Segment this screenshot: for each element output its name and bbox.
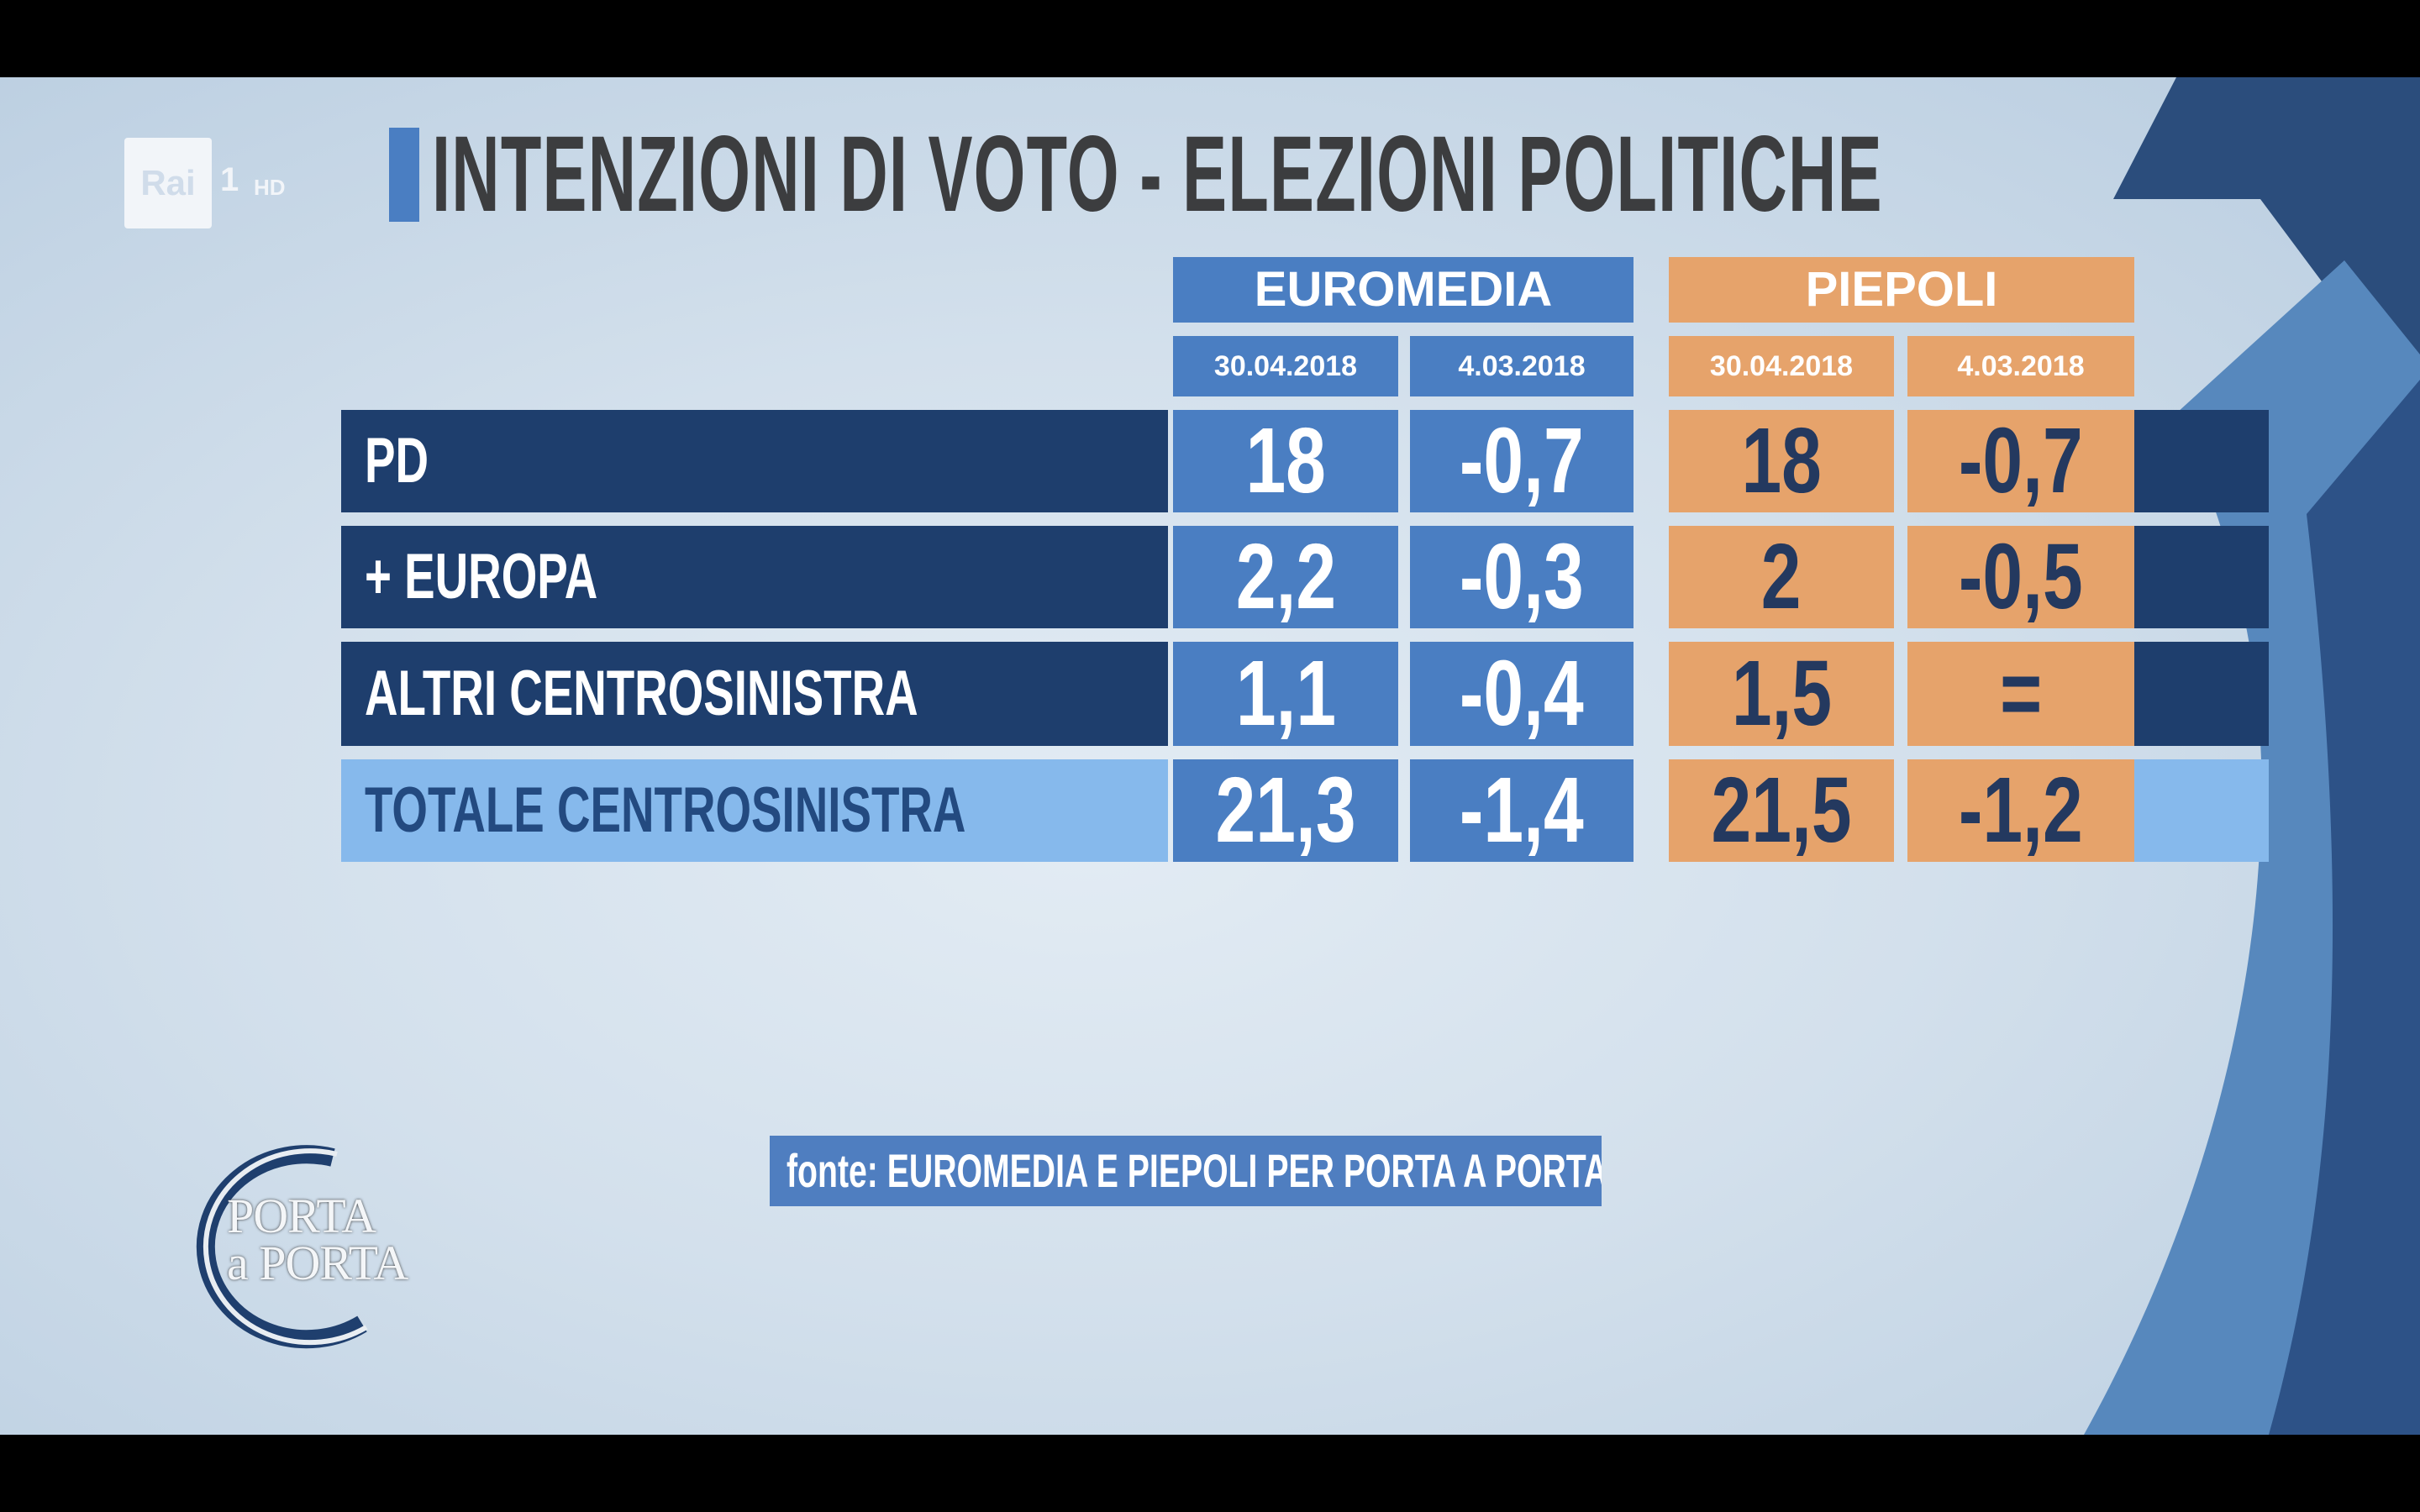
cell-value: -0,3 bbox=[1410, 526, 1634, 628]
cell-value: -0,4 bbox=[1410, 642, 1634, 746]
cell-value: = bbox=[1907, 642, 2134, 746]
cell-value: -1,2 bbox=[1907, 759, 2134, 862]
porta-a-porta-logo-text: PORTA a PORTA bbox=[227, 1189, 408, 1290]
cell-value: 1,5 bbox=[1669, 642, 1894, 746]
hd-badge: HD bbox=[254, 175, 286, 200]
row-label-pd: PD bbox=[341, 410, 1168, 512]
channel-number: 1 bbox=[220, 161, 239, 198]
cell-value: -0,5 bbox=[1907, 526, 2134, 628]
date-euromedia-previous: 4.03.2018 bbox=[1410, 336, 1634, 396]
row-label-europa: + EUROPA bbox=[341, 526, 1168, 628]
row-extension bbox=[2129, 410, 2269, 512]
title-accent-bar bbox=[389, 128, 419, 222]
cell-value: 21,5 bbox=[1669, 759, 1894, 862]
cell-value: 1,1 bbox=[1173, 642, 1398, 746]
date-euromedia-current: 30.04.2018 bbox=[1173, 336, 1398, 396]
cell-value: -0,7 bbox=[1410, 410, 1634, 512]
broadcast-screen: Rai 1 HD INTENZIONI DI VOTO - ELEZIONI P… bbox=[0, 77, 2420, 1435]
cell-value: 18 bbox=[1669, 410, 1894, 512]
cell-value: 2 bbox=[1669, 526, 1894, 628]
porta-a-porta-logo bbox=[196, 1145, 368, 1349]
row-extension bbox=[2129, 642, 2269, 746]
header-euromedia: EUROMEDIA bbox=[1173, 257, 1634, 323]
cell-value: -1,4 bbox=[1410, 759, 1634, 862]
source-caption: fonte: EUROMEDIA E PIEPOLI PER PORTA A P… bbox=[770, 1136, 1602, 1206]
background-decoration bbox=[2084, 77, 2420, 1435]
cell-value: 21,3 bbox=[1173, 759, 1398, 862]
row-extension bbox=[2129, 526, 2269, 628]
row-extension bbox=[2129, 759, 2269, 862]
cell-value: 2,2 bbox=[1173, 526, 1398, 628]
page-title: INTENZIONI DI VOTO - ELEZIONI POLITICHE bbox=[432, 114, 1883, 234]
row-label-altri-centrosinistra: ALTRI CENTROSINISTRA bbox=[341, 642, 1168, 746]
date-piepoli-current: 30.04.2018 bbox=[1669, 336, 1894, 396]
rai-logo: Rai bbox=[124, 138, 212, 228]
row-label-totale-centrosinistra: TOTALE CENTROSINISTRA bbox=[341, 759, 1168, 862]
date-piepoli-previous: 4.03.2018 bbox=[1907, 336, 2134, 396]
cell-value: -0,7 bbox=[1907, 410, 2134, 512]
header-piepoli: PIEPOLI bbox=[1669, 257, 2134, 323]
cell-value: 18 bbox=[1173, 410, 1398, 512]
